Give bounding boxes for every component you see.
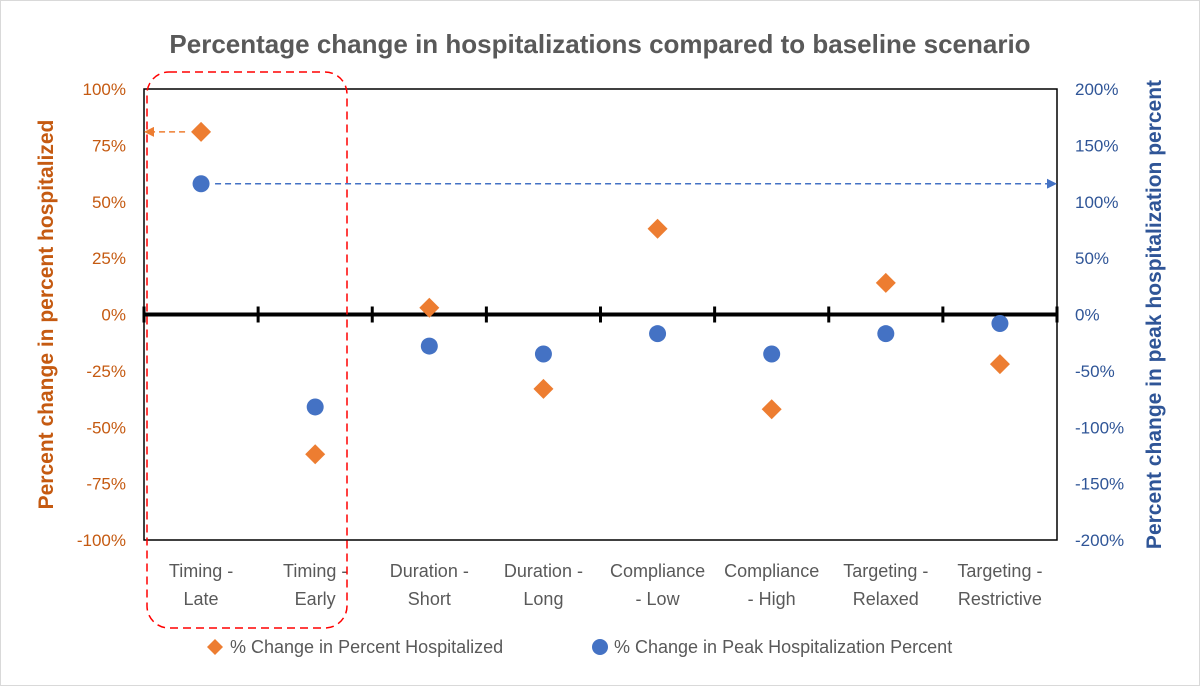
diamond-point bbox=[419, 297, 440, 318]
category-label: - High bbox=[748, 589, 796, 609]
category-label: Duration - bbox=[390, 561, 469, 581]
diamond-point bbox=[647, 218, 668, 239]
category-label: Short bbox=[408, 589, 451, 609]
category-label: Timing - bbox=[169, 561, 233, 581]
left-tick-label: -100% bbox=[77, 531, 126, 550]
left-tick-label: 75% bbox=[92, 136, 126, 155]
category-label: Duration - bbox=[504, 561, 583, 581]
right-tick-label: 150% bbox=[1075, 136, 1118, 155]
legend-label: % Change in Percent Hospitalized bbox=[230, 637, 503, 657]
circle-point bbox=[991, 315, 1009, 333]
legend-circle-marker bbox=[592, 639, 608, 655]
category-label: Compliance bbox=[610, 561, 705, 581]
circle-point bbox=[306, 398, 324, 416]
left-tick-label: 0% bbox=[101, 306, 126, 325]
right-tick-label: 100% bbox=[1075, 193, 1118, 212]
category-label: Restrictive bbox=[958, 589, 1042, 609]
left-axis-title: Percent change in percent hospitalized bbox=[35, 120, 58, 510]
category-label: Targeting - bbox=[843, 561, 928, 581]
diamond-point bbox=[305, 444, 326, 465]
circle-point bbox=[763, 345, 781, 363]
circle-point bbox=[534, 345, 552, 363]
left-tick-label: -75% bbox=[86, 475, 126, 494]
circle-point bbox=[649, 325, 667, 343]
left-tick-label: 25% bbox=[92, 249, 126, 268]
chart-title: Percentage change in hospitalizations co… bbox=[169, 29, 1030, 59]
right-tick-label: -50% bbox=[1075, 362, 1115, 381]
category-label: Relaxed bbox=[853, 589, 919, 609]
right-tick-label: -100% bbox=[1075, 418, 1124, 437]
diamond-point bbox=[875, 272, 896, 293]
right-tick-label: 50% bbox=[1075, 249, 1109, 268]
category-label: Timing - bbox=[283, 561, 347, 581]
right-tick-label: 0% bbox=[1075, 306, 1100, 325]
left-tick-label: -25% bbox=[86, 362, 126, 381]
category-label: Late bbox=[184, 589, 219, 609]
circle-point bbox=[420, 337, 438, 355]
circle-point bbox=[192, 175, 210, 193]
axes: 100% 75% 50% 25% 0% -25% -50% -75% -100% 200% 150%… bbox=[35, 80, 1166, 609]
legend-label: % Change in Peak Hospitalization Percent bbox=[614, 637, 952, 657]
left-tick-label: 50% bbox=[92, 193, 126, 212]
legend: % Change in Percent Hospitalized % Change… bbox=[207, 637, 952, 657]
circle-point bbox=[877, 325, 895, 343]
highlight-box bbox=[146, 71, 348, 629]
left-tick-label: -50% bbox=[86, 418, 126, 437]
right-tick-label: 200% bbox=[1075, 80, 1118, 99]
category-label: Compliance bbox=[724, 561, 819, 581]
category-label: - Low bbox=[636, 589, 681, 609]
right-tick-label: -200% bbox=[1075, 531, 1124, 550]
annotations bbox=[144, 71, 1057, 629]
left-tick-label: 100% bbox=[83, 80, 126, 99]
data-points bbox=[191, 121, 1010, 465]
right-axis-title: Percent change in peak hospitalization p… bbox=[1143, 80, 1166, 549]
diamond-point bbox=[989, 354, 1010, 375]
diamond-point bbox=[761, 399, 782, 420]
category-label: Early bbox=[295, 589, 336, 609]
diamond-point bbox=[533, 378, 554, 399]
category-label: Long bbox=[523, 589, 563, 609]
category-label: Targeting - bbox=[957, 561, 1042, 581]
legend-diamond-marker bbox=[207, 639, 223, 655]
diamond-point bbox=[191, 121, 212, 142]
right-tick-label: -150% bbox=[1075, 475, 1124, 494]
